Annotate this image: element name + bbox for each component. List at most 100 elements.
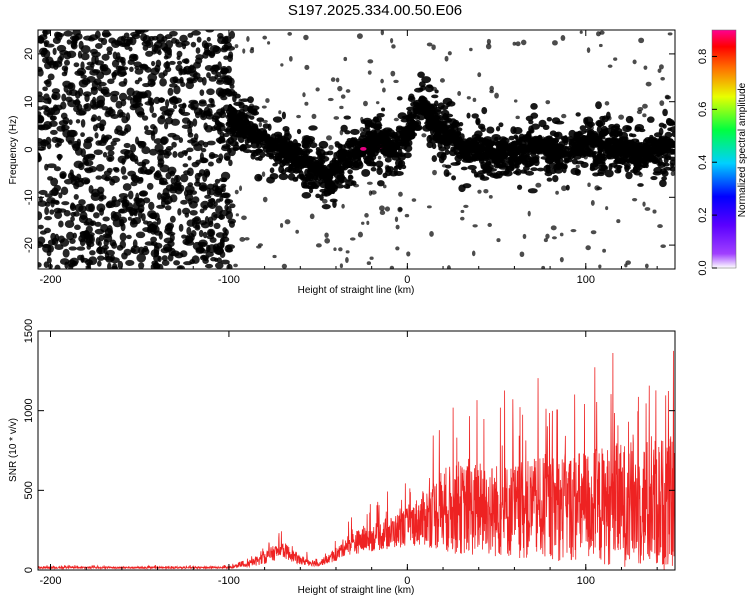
heatmap-cell	[128, 54, 138, 62]
heatmap-cell	[229, 84, 235, 89]
heatmap-cell	[642, 201, 646, 207]
heatmap-cell	[78, 40, 84, 50]
heatmap-cell	[377, 138, 387, 146]
heatmap-cell	[153, 172, 158, 177]
heatmap-cell	[409, 112, 417, 119]
heatmap-cell	[264, 152, 274, 158]
heatmap-cell	[492, 141, 499, 146]
heatmap-cell	[622, 144, 629, 153]
heatmap-cell	[182, 66, 188, 75]
heatmap-cell	[191, 255, 200, 264]
heatmap-cell	[261, 105, 267, 109]
heatmap-cell	[187, 132, 194, 138]
heatmap-cell	[382, 87, 386, 93]
heatmap-cell	[426, 205, 432, 209]
heatmap-cell	[662, 108, 668, 117]
heatmap-cell	[43, 261, 49, 268]
heatmap-cell	[141, 247, 150, 256]
heatmap-cell	[375, 160, 384, 168]
heatmap-cell	[73, 193, 79, 200]
heatmap-cell	[376, 167, 383, 175]
heatmap-cell	[299, 154, 305, 163]
heatmap-cell	[335, 77, 340, 83]
heatmap-cell	[57, 153, 62, 161]
heatmap-cell	[54, 244, 64, 251]
heatmap-cell	[267, 123, 272, 131]
heatmap-cell	[528, 128, 535, 134]
heatmap-cell	[68, 246, 78, 251]
heatmap-cell	[271, 151, 281, 156]
heatmap-cell	[142, 35, 151, 45]
heatmap-cell	[221, 185, 226, 193]
heatmap-cell	[546, 117, 553, 122]
heatmap-cell	[625, 171, 633, 180]
heatmap-cell	[165, 146, 174, 151]
heatmap-cell	[142, 197, 151, 204]
heatmap-cell	[323, 189, 328, 197]
heatmap-cell	[100, 88, 109, 94]
heatmap-cell	[381, 107, 386, 112]
heatmap-cell	[158, 180, 169, 186]
heatmap-cell	[213, 222, 221, 230]
heatmap-cell	[254, 173, 263, 182]
heatmap-cell	[431, 155, 438, 163]
heatmap-cell	[360, 146, 367, 151]
heatmap-cell	[154, 64, 161, 73]
heatmap-cell	[38, 66, 43, 72]
colorbar-tick-label: 0.4	[697, 155, 709, 170]
heatmap-cell	[345, 250, 350, 254]
heatmap-cell	[455, 132, 460, 137]
heatmap-cell	[70, 216, 75, 222]
heatmap-cell	[65, 96, 73, 103]
heatmap-cell	[139, 63, 149, 69]
heatmap-cell	[472, 97, 477, 102]
heatmap-cell	[522, 233, 527, 239]
heatmap-cell	[604, 101, 610, 106]
heatmap-cell	[595, 101, 602, 110]
heatmap-cell	[59, 258, 70, 265]
heatmap-cell	[46, 163, 57, 169]
heatmap-cell	[486, 171, 493, 177]
heatmap-cell	[142, 227, 152, 233]
heatmap-cell	[88, 256, 98, 266]
heatmap-cell	[49, 209, 55, 215]
heatmap-cell	[414, 105, 420, 113]
heatmap-cell	[151, 112, 157, 118]
heatmap-cell	[514, 162, 520, 169]
heatmap-cell	[233, 263, 238, 268]
heatmap-cell	[150, 132, 156, 141]
heatmap-cell	[659, 100, 665, 106]
heatmap-cell	[204, 64, 214, 72]
heatmap-cell	[217, 36, 226, 45]
heatmap-cell	[509, 162, 514, 168]
heatmap-cell	[107, 150, 115, 156]
heatmap-cell	[132, 90, 142, 100]
heatmap-cell	[59, 173, 65, 179]
heatmap-cell	[74, 180, 85, 188]
heatmap-cell	[396, 96, 403, 101]
heatmap-cell	[525, 115, 534, 122]
heatmap-cell	[618, 131, 629, 140]
heatmap-cell	[466, 96, 471, 100]
heatmap-cell	[231, 119, 240, 124]
heatmap-cell	[51, 187, 59, 197]
heatmap-cell	[309, 213, 315, 220]
heatmap-cell	[304, 64, 310, 70]
heatmap-cell	[112, 137, 121, 142]
heatmap-cell	[167, 108, 175, 113]
heatmap-cell	[368, 190, 373, 196]
heatmap-cell	[315, 193, 321, 199]
heatmap-cell	[575, 112, 581, 117]
heatmap-cell	[181, 234, 187, 239]
snr-ytick-label: 1500	[23, 319, 35, 343]
heatmap-cell	[329, 198, 338, 203]
heatmap-cell	[50, 106, 61, 116]
heatmap-cell	[84, 168, 93, 174]
heatmap-cell	[45, 43, 55, 48]
heatmap-cell	[450, 162, 461, 166]
heatmap-cell	[123, 142, 131, 149]
heatmap-cell	[611, 131, 617, 137]
heatmap-cell	[156, 192, 162, 200]
heatmap-cell	[376, 112, 385, 118]
